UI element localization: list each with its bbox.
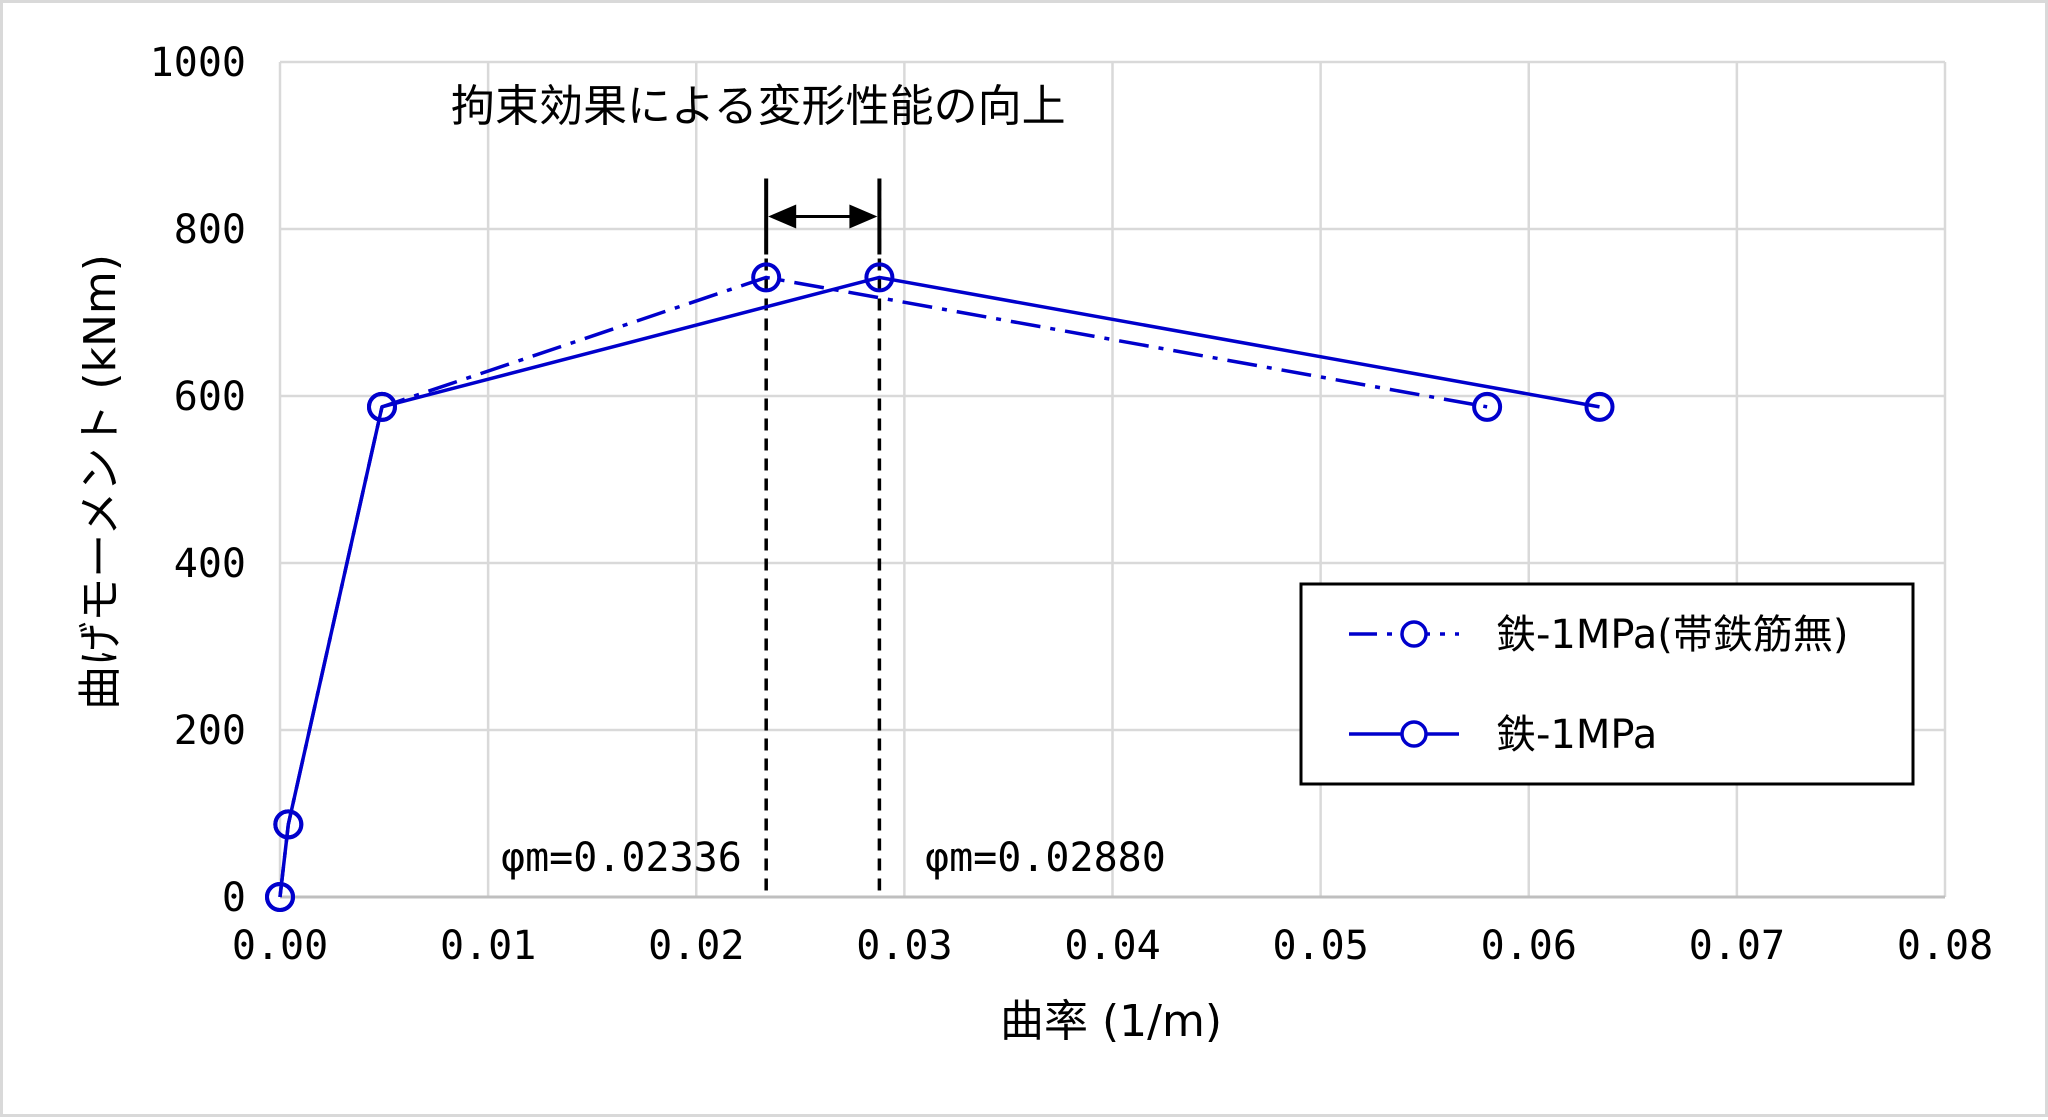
x-tick-label: 0.01 [440,923,536,969]
legend: 鉄-1MPa(帯鉄筋無) 鉄-1MPa [1299,582,1915,786]
y-tick-label: 1000 [150,40,246,86]
phi-right-label: φm=0.02880 [925,835,1166,881]
phi-left-label: φm=0.02336 [501,835,742,881]
annotation-title: 拘束効果による変形性能の向上 [451,81,1066,132]
x-tick-label: 0.08 [1897,923,1993,969]
series-1-point [1584,391,1615,422]
series-1-point [265,882,295,912]
legend-marker-dashdot [1400,620,1428,648]
y-tick-label: 600 [174,374,246,420]
x-axis-title: 曲率 (1/m) [1000,996,1222,1047]
y-axis-title: 曲げモーメント (kNm) [75,254,126,710]
y-tick-label: 0 [222,875,246,921]
series-1-point [366,391,397,422]
series-0-point [1472,391,1503,422]
series-1-point [273,809,304,840]
series-1-point [864,262,895,293]
annotation-layer: 拘束効果による変形性能の向上 φm=0.02336 φm=0.02880 [451,81,1166,897]
x-tick-label: 0.06 [1481,923,1577,969]
x-tick-label: 0.04 [1064,923,1160,969]
x-tick-label: 0.07 [1689,923,1785,969]
x-tick-label: 0.00 [232,923,328,969]
series-layer [265,262,1615,912]
y-tick-label: 400 [174,541,246,587]
y-tick-label: 800 [174,207,246,253]
series-line-1 [278,275,1600,898]
legend-label-solid: 鉄-1MPa [1496,712,1657,758]
x-tick-label: 0.02 [648,923,744,969]
legend-label-dashdot: 鉄-1MPa(帯鉄筋無) [1496,612,1848,658]
series-0-point [751,262,782,293]
x-tick-label: 0.05 [1272,923,1368,969]
arrow-head-left [768,204,797,229]
moment-curvature-chart: 0.00 0.01 0.02 0.03 0.04 0.05 0.06 0.07 0.08 0 200… [75,40,1993,1047]
legend-box [1299,582,1915,786]
axes-layer: 0.00 0.01 0.02 0.03 0.04 0.05 0.06 0.07 0.08 0 200… [150,40,1993,969]
x-tick-label: 0.03 [856,923,952,969]
y-tick-label: 200 [174,708,246,754]
legend-marker-solid [1400,720,1428,748]
arrow-head-right [849,204,878,229]
